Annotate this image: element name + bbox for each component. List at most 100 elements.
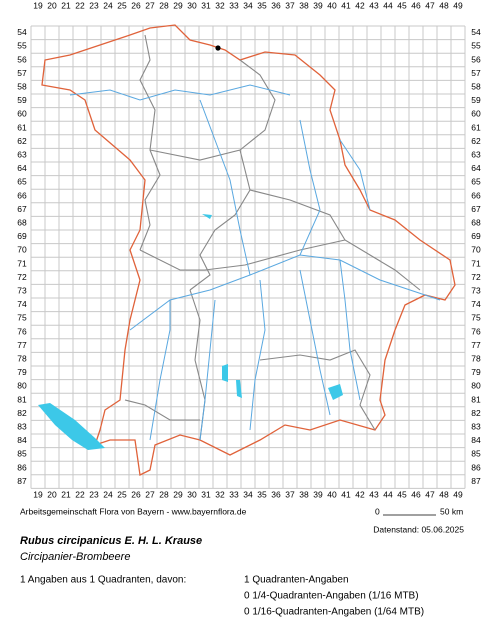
column-label: 29 (173, 489, 183, 499)
row-label: 77 (17, 340, 27, 350)
column-label: 32 (215, 0, 225, 10)
row-label: 62 (471, 136, 481, 146)
row-label: 86 (17, 462, 27, 472)
row-label: 62 (17, 136, 27, 146)
column-label: 24 (103, 0, 113, 10)
column-label: 49 (453, 0, 463, 10)
row-label: 64 (471, 163, 481, 173)
row-label: 84 (17, 435, 27, 445)
row-label: 60 (17, 109, 27, 119)
column-label: 28 (159, 0, 169, 10)
row-label: 76 (471, 326, 481, 336)
row-label: 70 (17, 245, 27, 255)
column-label: 41 (341, 489, 351, 499)
stats-summary: 1 Angaben aus 1 Quadranten, davon: (20, 575, 186, 586)
column-label: 20 (47, 489, 57, 499)
district-borders (124, 34, 421, 441)
credit: Arbeitsgemeinschaft Flora von Bayern - w… (20, 506, 247, 516)
rivers (69, 84, 441, 441)
column-label: 35 (257, 489, 267, 499)
column-label: 25 (117, 489, 127, 499)
row-label: 67 (17, 204, 27, 214)
column-label: 23 (89, 0, 99, 10)
occurrence-dot (215, 45, 221, 51)
column-label: 40 (327, 0, 337, 10)
column-label: 39 (313, 0, 323, 10)
column-label: 47 (425, 489, 435, 499)
row-label: 60 (471, 109, 481, 119)
column-label: 19 (33, 489, 43, 499)
column-label: 33 (229, 0, 239, 10)
column-label: 37 (285, 489, 295, 499)
row-label: 72 (17, 272, 27, 282)
column-label: 32 (215, 489, 225, 499)
column-label: 36 (271, 0, 281, 10)
row-label: 75 (17, 313, 27, 323)
row-label: 73 (17, 285, 27, 295)
column-label: 22 (75, 0, 85, 10)
column-label: 25 (117, 0, 127, 10)
row-label: 61 (471, 122, 481, 132)
column-label: 30 (187, 0, 197, 10)
column-label: 28 (159, 489, 169, 499)
row-label: 74 (17, 299, 27, 309)
row-label: 86 (471, 462, 481, 472)
column-label: 27 (145, 489, 155, 499)
column-label: 21 (61, 489, 71, 499)
row-label: 75 (471, 313, 481, 323)
scale-start: 0 (375, 506, 380, 516)
column-label: 22 (75, 489, 85, 499)
column-label: 31 (201, 0, 211, 10)
common-name: Circipanier-Brombeere (20, 551, 130, 563)
column-label: 38 (299, 0, 309, 10)
column-label: 34 (243, 0, 253, 10)
row-label: 61 (17, 122, 27, 132)
row-label: 87 (17, 476, 27, 486)
column-label: 26 (131, 489, 141, 499)
row-label: 82 (17, 408, 27, 418)
row-label: 69 (17, 231, 27, 241)
row-label: 58 (471, 81, 481, 91)
column-label: 35 (257, 0, 267, 10)
column-label: 20 (47, 0, 57, 10)
row-label: 57 (471, 68, 481, 78)
row-label: 65 (471, 177, 481, 187)
row-label: 71 (471, 258, 481, 268)
row-label: 74 (471, 299, 481, 309)
row-label: 55 (17, 41, 27, 51)
row-label: 64 (17, 163, 27, 173)
species-name: Rubus circipanicus E. H. L. Krause (20, 535, 202, 547)
column-label: 37 (285, 0, 295, 10)
scale-end: 50 km (440, 506, 463, 516)
column-label: 46 (411, 0, 421, 10)
column-label: 46 (411, 489, 421, 499)
column-label: 19 (33, 0, 43, 10)
row-label: 78 (17, 353, 27, 363)
row-label: 69 (471, 231, 481, 241)
row-label: 73 (471, 285, 481, 295)
row-label: 78 (471, 353, 481, 363)
column-label: 24 (103, 489, 113, 499)
row-label: 56 (17, 54, 27, 64)
row-label: 70 (471, 245, 481, 255)
column-label: 38 (299, 489, 309, 499)
row-label: 63 (471, 149, 481, 159)
stats-line: 0 1/4-Quadranten-Angaben (1/16 MTB) (244, 591, 419, 602)
column-label: 44 (383, 489, 393, 499)
column-label: 43 (369, 489, 379, 499)
column-label: 48 (439, 489, 449, 499)
column-label: 48 (439, 0, 449, 10)
column-label: 29 (173, 0, 183, 10)
column-label: 23 (89, 489, 99, 499)
column-label: 43 (369, 0, 379, 10)
row-label: 81 (471, 394, 481, 404)
column-label: 21 (61, 0, 71, 10)
row-label: 82 (471, 408, 481, 418)
row-label: 65 (17, 177, 27, 187)
column-label: 42 (355, 489, 365, 499)
row-label: 59 (17, 95, 27, 105)
row-label: 72 (471, 272, 481, 282)
row-label: 56 (471, 54, 481, 64)
row-label: 80 (471, 381, 481, 391)
